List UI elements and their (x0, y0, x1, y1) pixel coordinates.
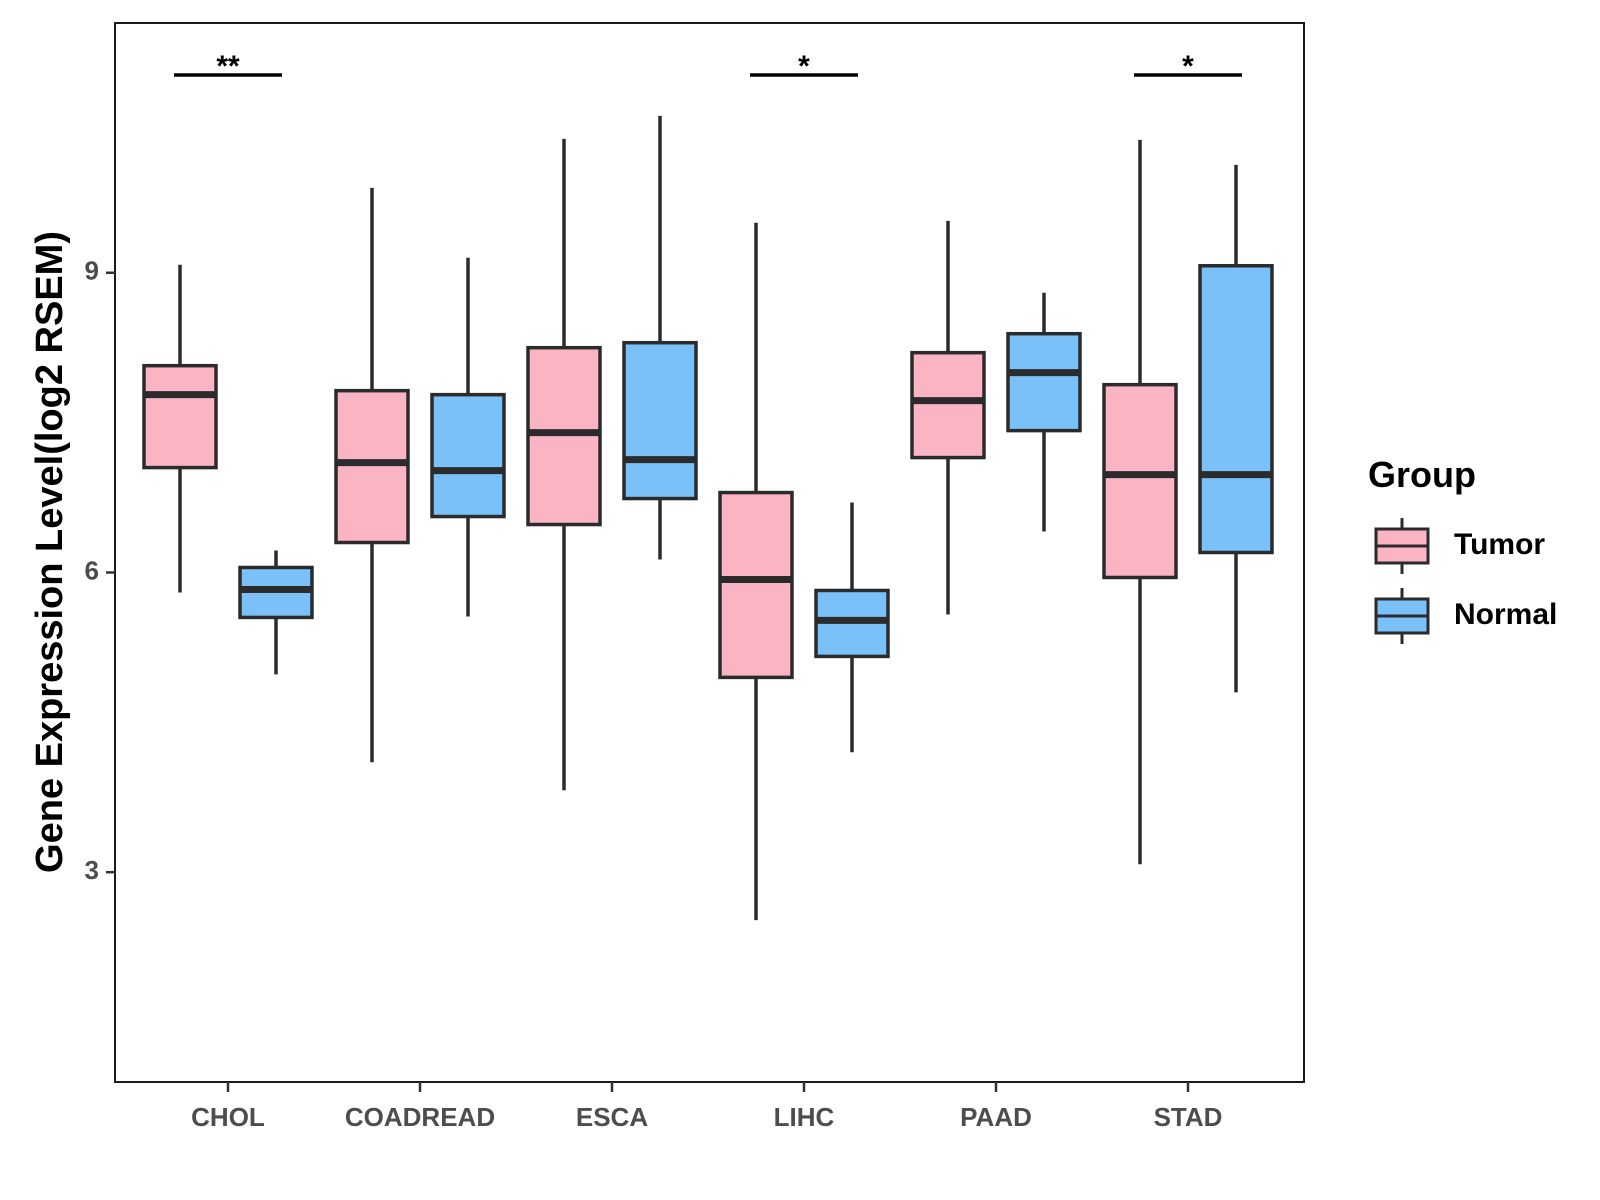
legend-item-normal: Normal (1374, 588, 1557, 644)
y-tick-label: 3 (85, 855, 99, 885)
y-tick-label: 6 (85, 555, 99, 585)
x-tick-label: ESCA (576, 1102, 648, 1132)
legend: Group Tumor Normal (1368, 454, 1557, 644)
box-iqr (622, 340, 698, 501)
box-lihc-normal (814, 502, 890, 753)
significance-label: ** (216, 50, 240, 83)
x-tick-label: LIHC (774, 1102, 835, 1132)
legend-title: Group (1368, 454, 1476, 495)
box-paad-normal (1006, 292, 1082, 532)
box-esca-normal (622, 115, 698, 560)
box-iqr (142, 363, 218, 470)
box-iqr (718, 490, 794, 680)
box-esca-tumor (526, 138, 602, 791)
significance-chol: ** (174, 50, 282, 83)
box-lihc-tumor (718, 222, 794, 921)
plot-area: ** * * (142, 50, 1274, 921)
box-coadread-normal (430, 257, 506, 617)
y-tick-label: 9 (85, 256, 99, 286)
box-stad-normal (1198, 164, 1274, 693)
legend-label-tumor: Tumor (1454, 528, 1545, 561)
significance-stad: * (1134, 50, 1242, 83)
x-tick-label: COADREAD (345, 1102, 495, 1132)
box-iqr (334, 388, 410, 545)
significance-lihc: * (750, 50, 858, 83)
box-iqr (1198, 264, 1274, 555)
legend-item-tumor: Tumor (1374, 518, 1545, 574)
significance-label: * (1182, 50, 1194, 83)
box-coadread-tumor (334, 187, 410, 763)
legend-label-normal: Normal (1454, 598, 1557, 631)
plot-panel-border (114, 22, 1305, 1083)
significance-label: * (798, 50, 810, 83)
y-axis-title: Gene Expression Level(log2 RSEM) (29, 231, 71, 873)
box-iqr (1006, 331, 1082, 433)
axes: 3 6 9 CHOL COADREAD ESCA LIHC PAAD STAD (85, 256, 1223, 1132)
box-iqr (1102, 382, 1178, 580)
box-paad-tumor (910, 220, 986, 615)
box-chol-tumor (142, 264, 218, 593)
box-iqr (430, 392, 506, 519)
x-tick-label: PAAD (960, 1102, 1032, 1132)
x-tick-label: STAD (1154, 1102, 1223, 1132)
box-stad-tumor (1102, 139, 1178, 865)
box-chol-normal (238, 550, 314, 675)
box-iqr (910, 350, 986, 460)
x-tick-label: CHOL (191, 1102, 265, 1132)
